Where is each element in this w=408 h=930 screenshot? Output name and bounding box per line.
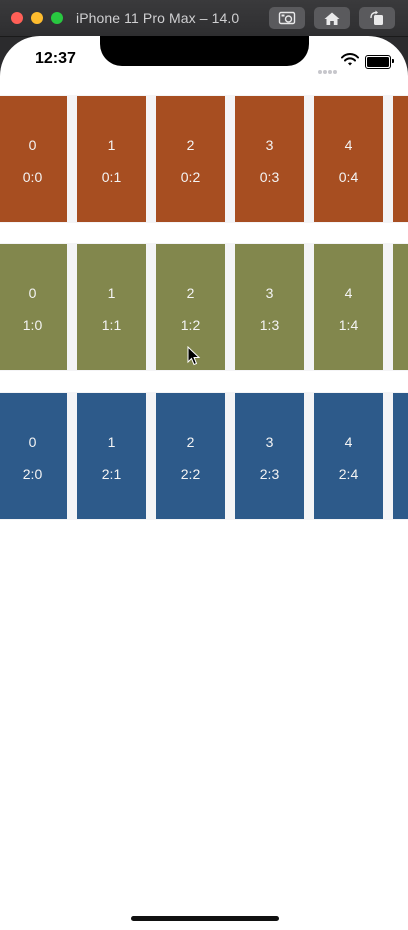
simulator-title-bar: iPhone 11 Pro Max – 14.0 <box>0 0 408 37</box>
cell-index: 1 <box>107 434 116 450</box>
collection-cell[interactable] <box>393 393 408 519</box>
collection-cell[interactable]: 0 0:0 <box>0 96 67 222</box>
cell-index: 4 <box>344 434 353 450</box>
cell-label: 2:4 <box>338 466 359 482</box>
cell-index: 0 <box>28 285 37 301</box>
carousel-row-1[interactable]: 0 1:0 1 1:1 2 1:2 3 1:3 4 1:4 <box>0 243 408 371</box>
collection-cell[interactable]: 3 1:3 <box>235 244 304 370</box>
collection-cell[interactable]: 1 0:1 <box>77 96 146 222</box>
cell-index: 2 <box>186 285 195 301</box>
cell-index: 4 <box>344 137 353 153</box>
cell-index: 0 <box>28 137 37 153</box>
cell-label: 2:3 <box>259 466 280 482</box>
device-notch <box>100 36 309 66</box>
cellular-signal-icon <box>318 61 338 79</box>
collection-cell[interactable]: 2 2:2 <box>156 393 225 519</box>
home-button[interactable] <box>314 7 350 29</box>
cell-label: 0:0 <box>22 169 43 185</box>
cell-label: 2:1 <box>101 466 122 482</box>
cell-label: 1:1 <box>101 317 122 333</box>
collection-cell[interactable]: 0 2:0 <box>0 393 67 519</box>
cell-index: 0 <box>28 434 37 450</box>
collection-cell[interactable]: 4 0:4 <box>314 96 383 222</box>
minimize-window-button[interactable] <box>31 12 43 24</box>
rotate-icon <box>370 10 383 25</box>
cell-index: 3 <box>265 137 274 153</box>
cell-label: 1:2 <box>180 317 201 333</box>
cell-label: 0:1 <box>101 169 122 185</box>
cell-label: 2:0 <box>22 466 43 482</box>
screenshot-button[interactable] <box>269 7 305 29</box>
cell-label: 1:0 <box>22 317 43 333</box>
collection-cell[interactable]: 1 2:1 <box>77 393 146 519</box>
status-time: 12:37 <box>35 50 76 67</box>
cell-label: 0:2 <box>180 169 201 185</box>
cell-label: 1:3 <box>259 317 280 333</box>
cell-label: 1:4 <box>338 317 359 333</box>
home-icon <box>324 12 340 25</box>
cell-index: 1 <box>107 285 116 301</box>
cell-index: 3 <box>265 285 274 301</box>
collection-cell[interactable]: 0 1:0 <box>0 244 67 370</box>
cell-label: 0:4 <box>338 169 359 185</box>
collection-cell[interactable] <box>393 244 408 370</box>
cell-index: 1 <box>107 137 116 153</box>
collection-cell[interactable]: 3 0:3 <box>235 96 304 222</box>
battery-icon <box>365 55 394 69</box>
zoom-window-button[interactable] <box>51 12 63 24</box>
rotate-button[interactable] <box>359 7 395 29</box>
collection-cell[interactable]: 2 0:2 <box>156 96 225 222</box>
cell-label: 2:2 <box>180 466 201 482</box>
home-indicator[interactable] <box>131 916 279 921</box>
collection-cell[interactable]: 1 1:1 <box>77 244 146 370</box>
camera-icon <box>278 11 296 25</box>
collection-cell[interactable] <box>393 96 408 222</box>
cell-index: 2 <box>186 434 195 450</box>
cell-index: 2 <box>186 137 195 153</box>
collection-cell[interactable]: 4 2:4 <box>314 393 383 519</box>
close-window-button[interactable] <box>11 12 23 24</box>
cell-label: 0:3 <box>259 169 280 185</box>
mouse-cursor-icon <box>187 346 201 366</box>
cell-index: 3 <box>265 434 274 450</box>
collection-cell[interactable]: 4 1:4 <box>314 244 383 370</box>
carousel-row-0[interactable]: 0 0:0 1 0:1 2 0:2 3 0:3 4 0:4 <box>0 95 408 223</box>
wifi-icon <box>341 53 359 66</box>
window-title: iPhone 11 Pro Max – 14.0 <box>76 10 240 26</box>
cell-index: 4 <box>344 285 353 301</box>
collection-cell[interactable]: 3 2:3 <box>235 393 304 519</box>
carousel-row-2[interactable]: 0 2:0 1 2:1 2 2:2 3 2:3 4 2:4 <box>0 392 408 520</box>
device-screen: 12:37 0 0:0 1 0:1 2 0:2 3 0:3 4 0:4 0 1:0 1 1:1 2 1:2 3… <box>0 36 408 930</box>
